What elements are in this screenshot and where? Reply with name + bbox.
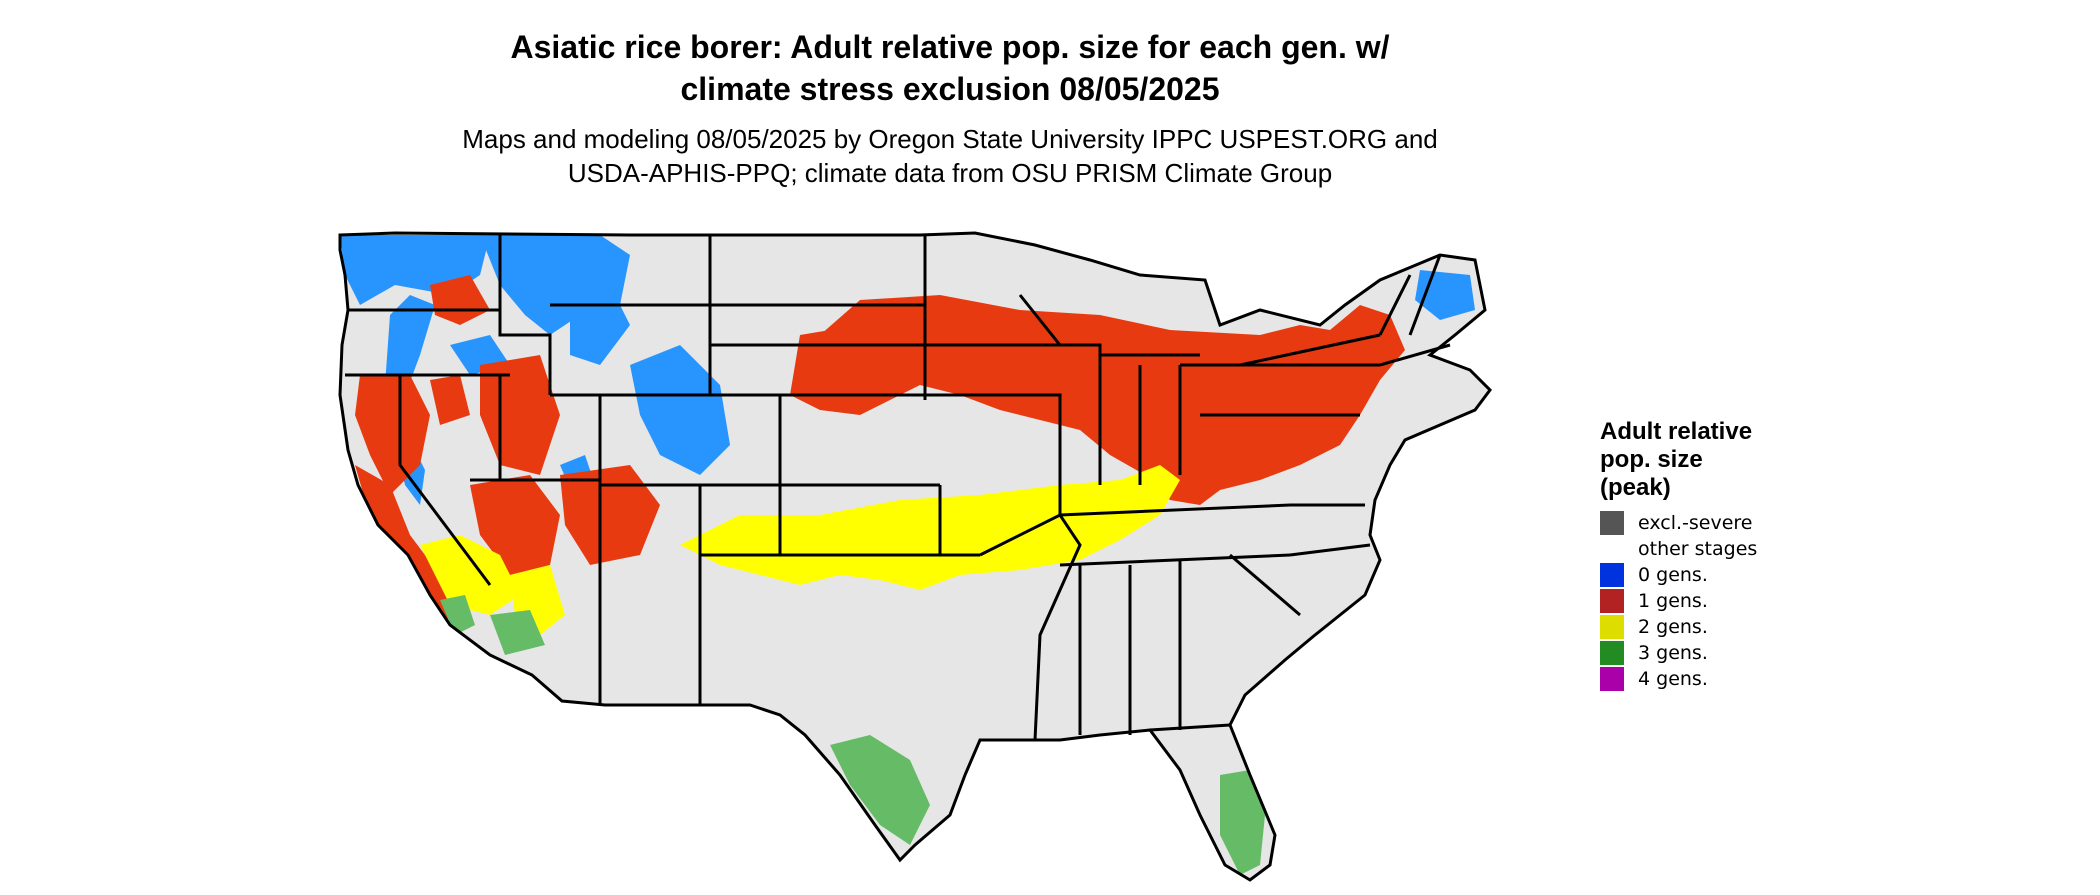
legend-label: other stages xyxy=(1638,538,1758,560)
map-title: Asiatic rice borer: Adult relative pop. … xyxy=(0,26,1900,110)
map-subtitle-line-2: USDA-APHIS-PPQ; climate data from OSU PR… xyxy=(567,158,1333,188)
state-line-southeast xyxy=(1078,553,1301,735)
legend-label: 3 gens. xyxy=(1638,642,1708,664)
state-line-wi-il xyxy=(1018,294,1102,485)
legend-swatch xyxy=(1600,511,1624,535)
legend-item-excl-severe: excl.-severe xyxy=(1600,510,1810,536)
legend-swatch xyxy=(1600,615,1624,639)
legend-label: 4 gens. xyxy=(1638,668,1708,690)
state-line-mo xyxy=(938,393,1062,555)
legend-swatch xyxy=(1600,641,1624,665)
zone-socal-green xyxy=(440,595,475,635)
legend-item-3-gens: 3 gens. xyxy=(1600,640,1810,666)
state-line-in-oh xyxy=(1138,365,1182,485)
zone-new-mexico-red xyxy=(560,465,660,565)
legend-swatch xyxy=(1600,537,1624,561)
legend-title-line-1: Adult relative xyxy=(1600,418,1753,445)
map-subtitle-line-1: Maps and modeling 08/05/2025 by Oregon S… xyxy=(462,124,1438,154)
state-line-mississippi xyxy=(979,513,1082,741)
zone-kansas-red xyxy=(790,325,920,415)
state-line-dakotas xyxy=(708,235,925,395)
zone-colorado-blue xyxy=(630,345,730,475)
legend-title: Adult relative pop. size (peak) xyxy=(1600,418,1810,502)
state-line-pa-ny xyxy=(1180,333,1381,417)
zone-south-texas-green xyxy=(830,735,930,845)
zone-california-red xyxy=(355,465,460,625)
legend-item-4-gens: 4 gens. xyxy=(1600,666,1810,692)
legend-label: excl.-severe xyxy=(1638,512,1753,534)
zone-florida-green xyxy=(1220,770,1265,875)
state-line-va-nc xyxy=(1289,503,1371,557)
state-line-ne-ks xyxy=(710,393,940,487)
zone-arizona-red xyxy=(470,475,560,575)
legend-label: 2 gens. xyxy=(1638,616,1708,638)
legend-item-0-gens: 0 gens. xyxy=(1600,562,1810,588)
state-line-nv xyxy=(398,375,492,586)
map-legend: Adult relative pop. size (peak) excl.-se… xyxy=(1600,418,1810,692)
zone-cascades-blue xyxy=(385,295,435,395)
legend-swatch xyxy=(1600,589,1624,613)
zone-arizona-green xyxy=(490,610,545,655)
zone-central-plains-red xyxy=(820,295,1405,505)
legend-label: 1 gens. xyxy=(1638,590,1708,612)
legend-item-2-gens: 2 gens. xyxy=(1600,614,1810,640)
zone-southwest-yellow xyxy=(420,535,520,615)
legend-title-line-2: pop. size xyxy=(1600,446,1703,473)
three-gens-zones xyxy=(440,595,1265,875)
legend-title-line-3: (peak) xyxy=(1600,474,1671,501)
legend-item-1-gens: 1 gens. xyxy=(1600,588,1810,614)
state-line-new-england xyxy=(1378,254,1451,367)
zone-northwest-red xyxy=(430,275,490,325)
state-line-az-nm xyxy=(470,478,602,705)
zone-southern-plains-yellow xyxy=(680,465,1180,590)
map-title-line-1: Asiatic rice borer: Adult relative pop. … xyxy=(510,29,1390,65)
legend-swatch xyxy=(1600,667,1624,691)
map-title-line-2: climate stress exclusion 08/05/2025 xyxy=(680,71,1220,107)
state-line-mn-ia xyxy=(923,235,1060,400)
state-line-ok-tx xyxy=(700,485,980,557)
map-subtitle: Maps and modeling 08/05/2025 by Oregon S… xyxy=(0,122,1900,190)
state-line-fl xyxy=(1149,723,1231,732)
legend-label: 0 gens. xyxy=(1638,564,1708,586)
legend-swatch xyxy=(1600,563,1624,587)
legend-item-other-stages: other stages xyxy=(1600,536,1810,562)
zone-wy-ut-red xyxy=(430,375,470,425)
zone-nevada-red xyxy=(355,375,430,495)
two-gens-zones xyxy=(420,465,1180,635)
state-line-id-east xyxy=(498,235,552,395)
us-population-map xyxy=(338,231,1492,882)
state-line-ky-tn xyxy=(1059,503,1291,567)
state-borders xyxy=(338,231,1492,882)
